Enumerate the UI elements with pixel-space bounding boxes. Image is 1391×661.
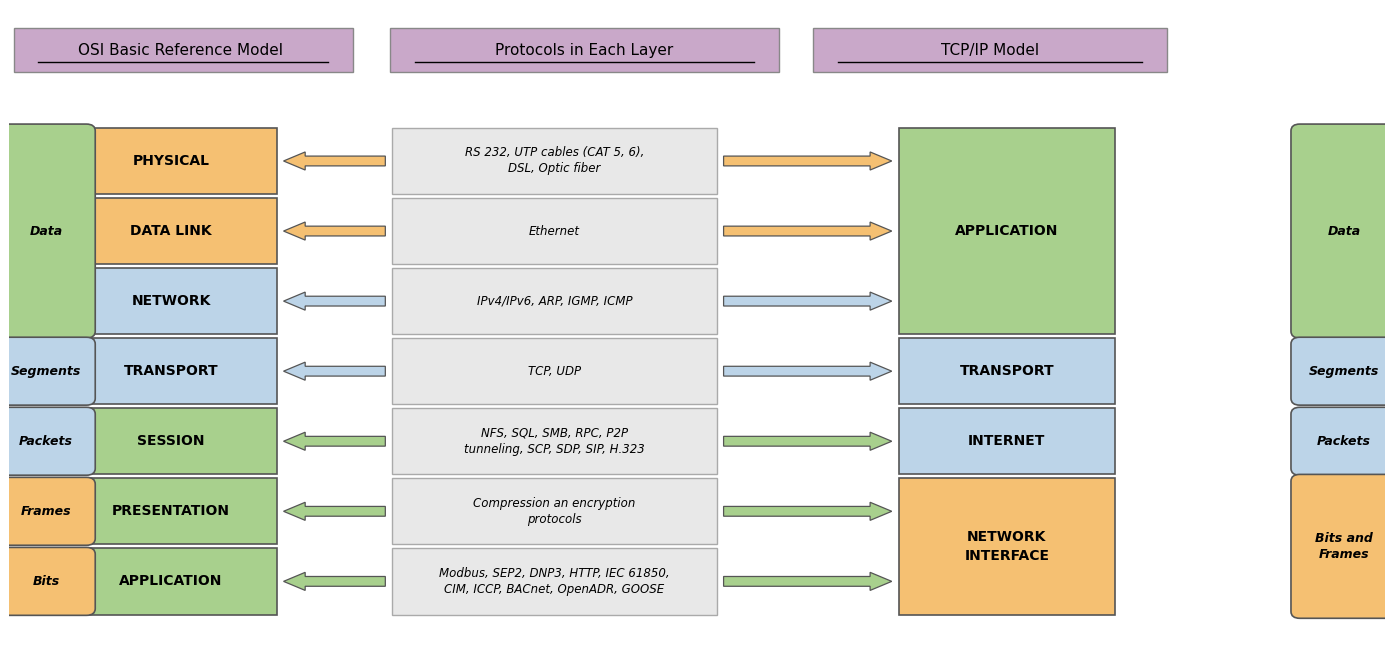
Text: SESSION: SESSION bbox=[138, 434, 204, 448]
Text: Segments: Segments bbox=[1309, 365, 1380, 377]
FancyBboxPatch shape bbox=[1291, 337, 1391, 405]
Text: DATA LINK: DATA LINK bbox=[131, 224, 211, 238]
Text: TCP, UDP: TCP, UDP bbox=[529, 365, 581, 377]
FancyBboxPatch shape bbox=[0, 124, 95, 338]
Text: Packets: Packets bbox=[19, 435, 74, 447]
Polygon shape bbox=[284, 362, 385, 380]
FancyBboxPatch shape bbox=[899, 478, 1116, 615]
Text: NETWORK
INTERFACE: NETWORK INTERFACE bbox=[964, 530, 1049, 563]
FancyBboxPatch shape bbox=[392, 338, 716, 405]
FancyBboxPatch shape bbox=[65, 548, 277, 615]
FancyBboxPatch shape bbox=[392, 268, 716, 334]
Text: APPLICATION: APPLICATION bbox=[956, 224, 1059, 238]
FancyBboxPatch shape bbox=[392, 198, 716, 264]
Text: NETWORK: NETWORK bbox=[131, 294, 210, 308]
Polygon shape bbox=[723, 572, 892, 590]
FancyBboxPatch shape bbox=[392, 408, 716, 475]
Polygon shape bbox=[284, 292, 385, 310]
Polygon shape bbox=[284, 152, 385, 170]
Text: Ethernet: Ethernet bbox=[529, 225, 580, 237]
FancyBboxPatch shape bbox=[65, 408, 277, 475]
Polygon shape bbox=[723, 432, 892, 450]
Polygon shape bbox=[723, 292, 892, 310]
FancyBboxPatch shape bbox=[65, 128, 277, 194]
Text: Segments: Segments bbox=[11, 365, 81, 377]
Text: Data: Data bbox=[1327, 225, 1360, 237]
Text: RS 232, UTP cables (CAT 5, 6),
DSL, Optic fiber: RS 232, UTP cables (CAT 5, 6), DSL, Opti… bbox=[465, 147, 644, 175]
Polygon shape bbox=[284, 432, 385, 450]
Text: Protocols in Each Layer: Protocols in Each Layer bbox=[495, 43, 673, 58]
FancyBboxPatch shape bbox=[1291, 407, 1391, 475]
Text: Modbus, SEP2, DNP3, HTTP, IEC 61850,
CIM, ICCP, BACnet, OpenADR, GOOSE: Modbus, SEP2, DNP3, HTTP, IEC 61850, CIM… bbox=[440, 567, 670, 596]
FancyBboxPatch shape bbox=[1291, 124, 1391, 338]
Text: Data: Data bbox=[29, 225, 63, 237]
Text: Bits and
Frames: Bits and Frames bbox=[1314, 532, 1373, 561]
FancyBboxPatch shape bbox=[899, 128, 1116, 334]
Polygon shape bbox=[284, 572, 385, 590]
Text: APPLICATION: APPLICATION bbox=[120, 574, 223, 588]
FancyBboxPatch shape bbox=[0, 407, 95, 475]
Text: TCP/IP Model: TCP/IP Model bbox=[942, 43, 1039, 58]
FancyBboxPatch shape bbox=[899, 338, 1116, 405]
FancyBboxPatch shape bbox=[392, 128, 716, 194]
FancyBboxPatch shape bbox=[65, 268, 277, 334]
FancyBboxPatch shape bbox=[899, 408, 1116, 475]
Text: TRANSPORT: TRANSPORT bbox=[960, 364, 1054, 378]
FancyBboxPatch shape bbox=[392, 478, 716, 545]
FancyBboxPatch shape bbox=[65, 478, 277, 545]
Polygon shape bbox=[723, 152, 892, 170]
FancyBboxPatch shape bbox=[814, 28, 1167, 72]
FancyBboxPatch shape bbox=[392, 548, 716, 615]
Text: NFS, SQL, SMB, RPC, P2P
tunneling, SCP, SDP, SIP, H.323: NFS, SQL, SMB, RPC, P2P tunneling, SCP, … bbox=[465, 427, 645, 455]
Text: IPv4/IPv6, ARP, IGMP, ICMP: IPv4/IPv6, ARP, IGMP, ICMP bbox=[477, 295, 633, 307]
FancyBboxPatch shape bbox=[0, 547, 95, 615]
Text: Packets: Packets bbox=[1317, 435, 1372, 447]
Text: Compression an encryption
protocols: Compression an encryption protocols bbox=[473, 497, 636, 525]
FancyBboxPatch shape bbox=[0, 337, 95, 405]
Polygon shape bbox=[723, 222, 892, 240]
Text: PHYSICAL: PHYSICAL bbox=[132, 154, 210, 168]
Polygon shape bbox=[284, 502, 385, 520]
Text: PRESENTATION: PRESENTATION bbox=[111, 504, 230, 518]
FancyBboxPatch shape bbox=[391, 28, 779, 72]
Text: OSI Basic Reference Model: OSI Basic Reference Model bbox=[78, 43, 284, 58]
FancyBboxPatch shape bbox=[14, 28, 353, 72]
FancyBboxPatch shape bbox=[65, 338, 277, 405]
FancyBboxPatch shape bbox=[1291, 475, 1391, 618]
FancyBboxPatch shape bbox=[65, 198, 277, 264]
FancyBboxPatch shape bbox=[0, 477, 95, 545]
Text: Frames: Frames bbox=[21, 505, 71, 518]
Polygon shape bbox=[723, 362, 892, 380]
Polygon shape bbox=[723, 502, 892, 520]
Text: INTERNET: INTERNET bbox=[968, 434, 1046, 448]
Text: Bits: Bits bbox=[32, 575, 60, 588]
Text: TRANSPORT: TRANSPORT bbox=[124, 364, 218, 378]
Polygon shape bbox=[284, 222, 385, 240]
